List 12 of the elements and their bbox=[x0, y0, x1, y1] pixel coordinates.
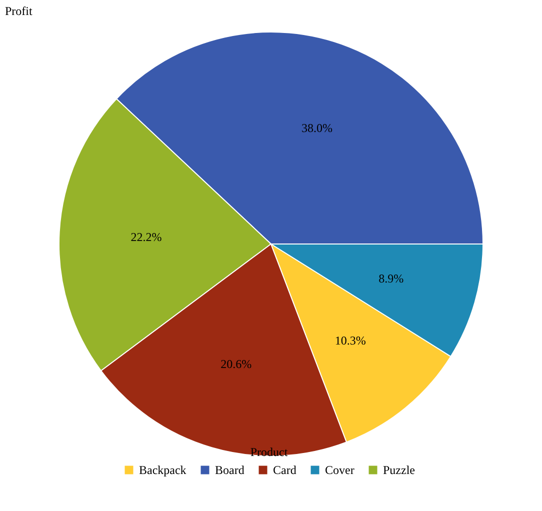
data-label: 20.6% bbox=[220, 357, 252, 372]
data-label: 10.3% bbox=[334, 334, 366, 348]
legend-title: Product bbox=[250, 445, 288, 459]
data-label: 38.0% bbox=[302, 120, 333, 135]
legend-label: Puzzle bbox=[383, 463, 415, 477]
data-label: 8.9% bbox=[378, 271, 404, 286]
legend-label: Card bbox=[273, 463, 296, 477]
chart-title: Profit bbox=[5, 4, 33, 18]
data-label: 22.2% bbox=[130, 230, 162, 244]
legend-label: Cover bbox=[325, 463, 354, 477]
legend-label: Backpack bbox=[139, 463, 186, 477]
legend-label: Board bbox=[215, 463, 244, 477]
